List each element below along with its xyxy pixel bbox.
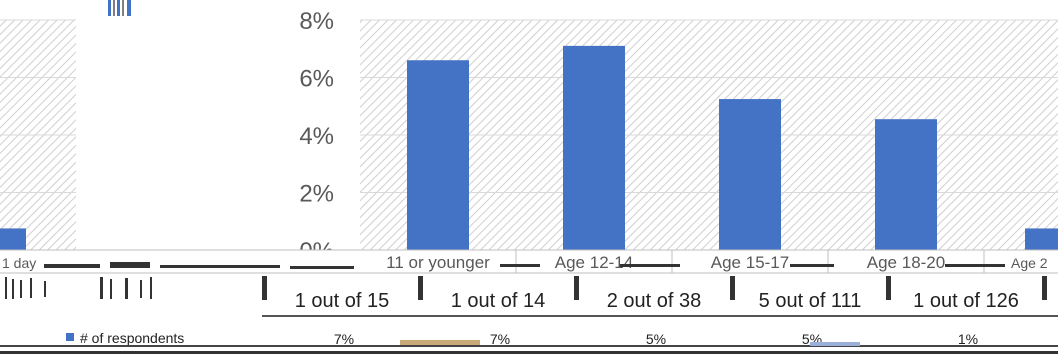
legend-label: # of respondents: [80, 330, 184, 346]
bar-left-partial: [0, 228, 26, 250]
glitch-mark: [117, 0, 120, 16]
noise-mark: [20, 280, 22, 298]
noise-mark: [44, 264, 100, 268]
noise-mark: [140, 280, 142, 298]
noise-mark: [100, 277, 103, 299]
noise-mark: [945, 264, 1005, 267]
percent-cell: 7%: [490, 331, 510, 347]
noise-mark: [810, 342, 860, 346]
noise-mark: [160, 265, 280, 268]
bottom-noise: [0, 340, 1058, 347]
ratio-cell-divider: [262, 276, 267, 300]
noise-mark: [110, 262, 150, 268]
percent-row: 7% 7% 5% 5% 1%: [334, 331, 978, 347]
ratio-cell-divider: [574, 276, 579, 300]
category-label: Age 12-14: [555, 253, 633, 272]
legend-swatch: [66, 333, 74, 341]
bar: [719, 99, 781, 250]
bar: [875, 119, 937, 250]
bar: [407, 60, 469, 250]
bar: [563, 45, 625, 250]
ratio-cell: 1 out of 14: [451, 290, 546, 312]
category-label: Age 15-17: [711, 253, 789, 272]
category-header-row: [0, 250, 1058, 274]
category-labels: 11 or younger Age 12-14 Age 15-17 Age 18-20: [386, 250, 985, 273]
category-label-left-partial: 1 day: [2, 255, 36, 271]
noise-mark: [12, 279, 14, 299]
glitch-mark: [122, 0, 124, 16]
noise-mark: [0, 345, 1058, 347]
bar-right-partial: [1025, 228, 1058, 250]
noise-mark: [290, 266, 354, 269]
ratio-cell-divider: [730, 276, 735, 300]
percent-cell: 1%: [958, 331, 978, 347]
percent-cell: 5%: [646, 331, 666, 347]
glitch-mark: [108, 0, 111, 16]
gap-column: [104, 0, 138, 262]
bars: [0, 45, 1058, 250]
ratio-cell-divider: [1042, 276, 1047, 300]
noise-mark: [150, 277, 152, 299]
bottom-border: [0, 351, 1058, 354]
ratio-cell: 5 out of 111: [759, 290, 862, 312]
glitch-mark: [127, 0, 131, 16]
noise-mark: [125, 278, 128, 299]
category-label: Age 18-20: [867, 253, 945, 272]
y-tick-label: 6%: [299, 66, 334, 93]
ratio-row: 1 out of 15 1 out of 14 2 out of 38 5 out o…: [262, 276, 1058, 317]
y-tick-label: 4%: [299, 123, 334, 150]
category-label-right-partial: Age 2: [1011, 255, 1048, 271]
noise-mark: [110, 279, 112, 299]
noise-mark: [44, 281, 46, 297]
ratio-cell: 1 out of 126: [913, 290, 1019, 312]
ratio-cell: 1 out of 15: [295, 290, 390, 312]
ratio-cell-divider: [418, 276, 423, 300]
ratio-cell: 2 out of 38: [607, 290, 702, 312]
noise-mark: [5, 277, 7, 299]
percent-cell: 7%: [334, 331, 354, 347]
noise-mark: [620, 264, 680, 267]
ratio-row-left-noise: [5, 277, 152, 299]
y-tick-label: 2%: [299, 181, 334, 208]
ratio-cell-divider: [886, 276, 891, 300]
noise-mark: [400, 340, 480, 345]
glitch-mark: [113, 0, 115, 16]
noise-mark: [30, 278, 32, 298]
y-tick-labels: 0%2%4%6%8%: [299, 8, 334, 265]
noise-mark: [790, 264, 834, 267]
y-tick-label: 8%: [299, 8, 334, 35]
noise-mark: [500, 264, 540, 267]
header-noise: [44, 262, 1005, 269]
gridlines: [0, 19, 1058, 251]
category-label: 11 or younger: [386, 253, 490, 272]
